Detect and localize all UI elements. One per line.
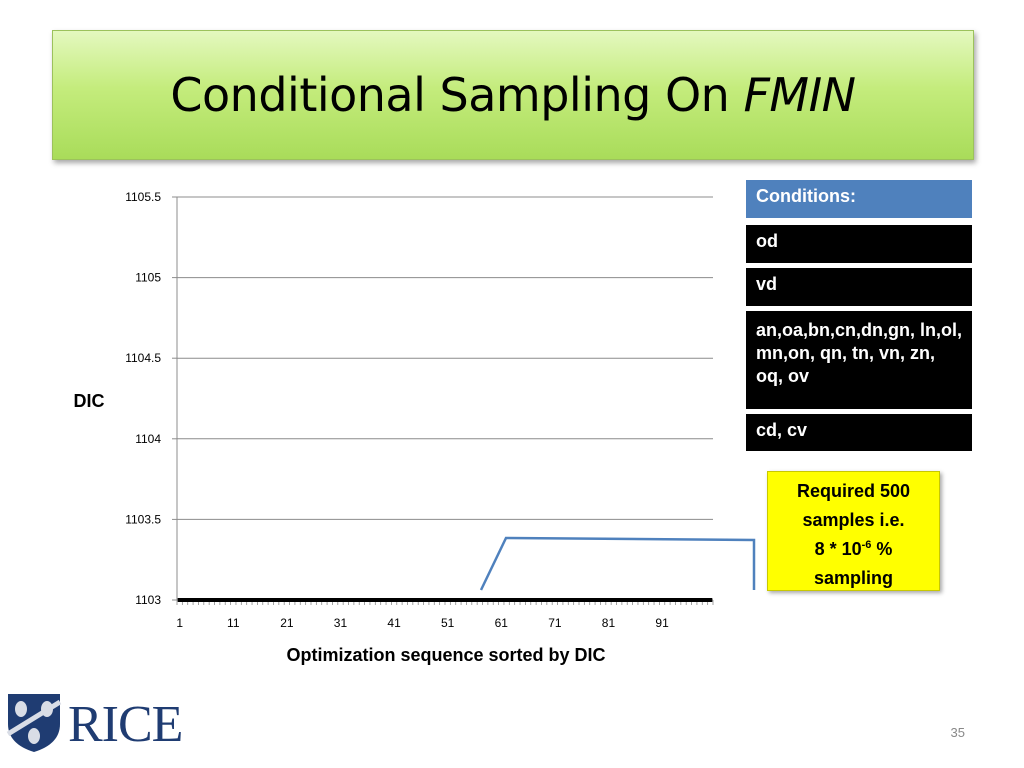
sampling-callout: Required 500 samples i.e. 8 * 10-6 % sam…	[767, 471, 940, 591]
conditions-header: Conditions:	[746, 180, 972, 218]
callout-line: samples i.e.	[802, 510, 905, 530]
x-tick-labels: 1 11 21 31 41 51 61 71 81 91	[176, 616, 669, 630]
x-tick-label: 71	[548, 616, 562, 630]
x-tick-label: 21	[280, 616, 294, 630]
slide-title-italic: FMIN	[743, 68, 856, 122]
rice-shield-logo	[6, 694, 62, 752]
callout-exponent: -6	[861, 539, 872, 551]
condition-item: od	[746, 225, 972, 263]
page-number: 35	[950, 725, 965, 740]
rice-logo-text: RICE	[68, 696, 183, 753]
y-tick-label: 1105	[135, 271, 161, 285]
x-tick-label: 11	[227, 616, 240, 630]
y-tick-label: 1105.5	[125, 190, 161, 204]
callout-line: sampling	[813, 568, 893, 588]
callout-line: 8 * 10-6 %	[768, 535, 939, 564]
slide-title-main: Conditional Sampling On	[170, 68, 744, 122]
condition-item: an,oa,bn,cn,dn,gn, ln,ol, mn,on, qn, tn,…	[746, 311, 972, 409]
condition-item: vd	[746, 268, 972, 306]
y-tick-label: 1104	[135, 432, 161, 446]
callout-pointer-line	[479, 536, 756, 591]
x-axis-title: Optimization sequence sorted by DIC	[286, 645, 605, 665]
x-tick-label: 81	[602, 616, 616, 630]
callout-unit: %	[871, 539, 893, 559]
x-tick-label: 51	[441, 616, 455, 630]
y-tick-labels: 1105.5 1105 1104.5 1104 1103.5 1103	[125, 190, 161, 607]
chart-gridlines	[172, 196, 714, 605]
y-axis-title: DIC	[74, 391, 105, 411]
title-banner: Conditional Sampling On FMIN	[52, 30, 974, 160]
x-tick-label: 1	[176, 616, 183, 630]
condition-item: cd, cv	[746, 414, 972, 451]
callout-base: 8 * 10	[814, 539, 862, 559]
y-tick-label: 1103.5	[125, 512, 161, 526]
y-tick-label: 1104.5	[125, 351, 161, 365]
x-tick-label: 91	[655, 616, 669, 630]
x-tick-label: 31	[334, 616, 348, 630]
y-tick-label: 1103	[135, 593, 161, 607]
x-tick-label: 41	[387, 616, 401, 630]
x-tick-label: 61	[495, 616, 509, 630]
callout-line: Required 500	[796, 481, 911, 501]
slide-title: Conditional Sampling On FMIN	[170, 68, 856, 122]
